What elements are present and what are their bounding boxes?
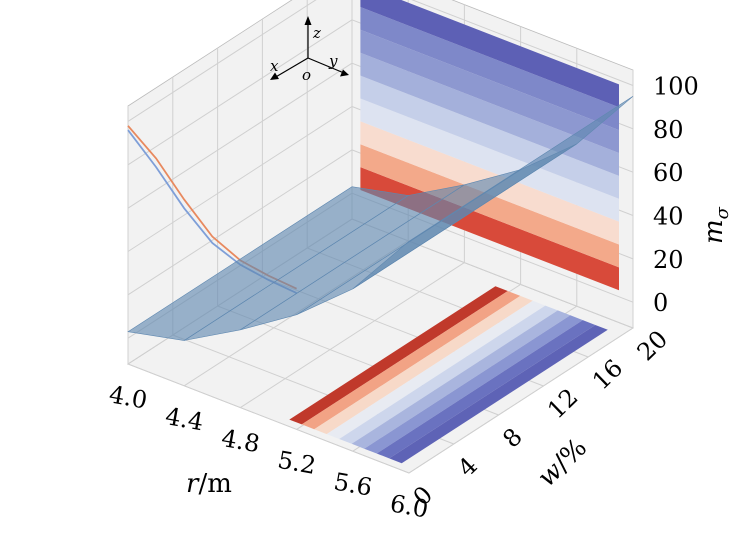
z-ticks: 0 20 40 60 80 100 (653, 72, 699, 317)
x-tick-label: 4.0 (107, 380, 149, 414)
orientation-indicator: z y x o (270, 16, 349, 84)
grid-line-x (240, 262, 465, 409)
grid-line-z-left (127, 149, 353, 296)
floor-band (376, 320, 596, 459)
floor-band (351, 310, 571, 449)
wall-band (360, 52, 619, 176)
z-tick-label: 20 (653, 246, 684, 274)
y-tick-label: 12 (542, 383, 583, 424)
floor-band (314, 295, 533, 435)
z-axis-label: mσ (699, 206, 733, 244)
z-tick-label: 100 (653, 72, 699, 100)
grid-line-y (127, 363, 410, 474)
orientation-y-label: y (328, 52, 338, 70)
wall-band (360, 75, 619, 199)
orientation-z-label: z (312, 24, 321, 42)
x-tick-label: 6.0 (388, 489, 430, 523)
wall-band (360, 7, 619, 131)
x-tick-label: 5.2 (276, 446, 318, 480)
wall-projection (360, 0, 619, 291)
wall-band (360, 144, 619, 268)
grid-line-z-left (127, 19, 353, 166)
wall-band (360, 98, 619, 222)
grid-line-x (408, 327, 634, 474)
x-tick-label: 4.4 (163, 402, 205, 436)
y-tick-label: 4 (453, 452, 483, 483)
surface (127, 96, 634, 341)
y-tick-label: 20 (632, 325, 673, 366)
grid-line-z-right (411, 0, 634, 86)
z-tick-label: 0 (653, 289, 668, 317)
grid-line-z-left (127, 0, 317, 122)
x-ticks: 4.0 4.4 4.8 5.2 5.6 6.0 (107, 380, 430, 523)
surface-patch (352, 96, 634, 290)
grid-line-z-left (127, 106, 353, 252)
grid-line-z-left (127, 62, 353, 209)
y-tick-label: 8 (497, 423, 527, 454)
orientation-x-label: x (270, 57, 279, 75)
y-tick-label: 16 (587, 354, 628, 395)
z-tick-label: 60 (653, 159, 684, 187)
z-tick-label: 40 (653, 203, 684, 231)
orientation-origin-label: o (302, 66, 311, 84)
floor-projection (289, 286, 608, 464)
x-axis-label: r/m (186, 469, 232, 499)
x-tick-label: 4.8 (219, 424, 261, 458)
floor-band (289, 286, 508, 425)
floor-band (389, 325, 608, 464)
x-tick-label: 5.6 (332, 468, 374, 502)
floor-band (364, 315, 583, 454)
floor-band (301, 291, 521, 430)
floor-band (339, 305, 558, 444)
wall-band (360, 29, 619, 153)
y-axis-label: w/% (532, 433, 593, 493)
wall-band (360, 0, 619, 108)
floor-band (326, 300, 546, 439)
z-tick-label: 80 (653, 116, 684, 144)
